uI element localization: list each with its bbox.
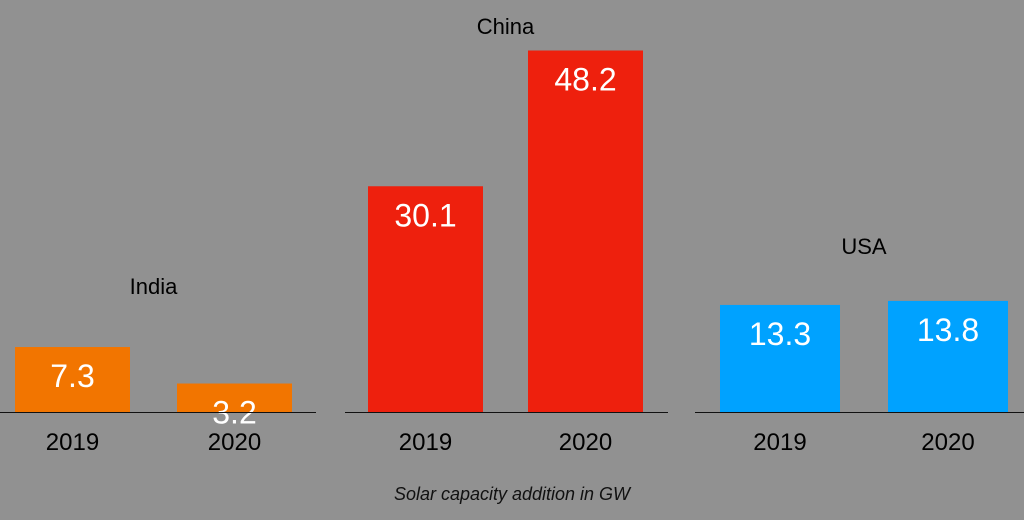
usa-group-title: USA — [841, 234, 887, 259]
china-bar-2019 — [368, 186, 483, 412]
usa-bar-2019 — [720, 304, 840, 412]
india-tick-label-2019: 2019 — [46, 429, 99, 456]
china-group-title: China — [477, 14, 535, 39]
india-tick-label-2020: 2020 — [208, 429, 261, 456]
usa-value-label-2019: 13.3 — [749, 316, 811, 352]
india-group-title: India — [130, 274, 178, 299]
china-value-label-2020: 48.2 — [554, 62, 616, 98]
india-value-label-2019: 7.3 — [50, 358, 94, 394]
china-value-label-2019: 30.1 — [394, 197, 456, 233]
china-tick-label-2020: 2020 — [559, 429, 612, 456]
usa-tick-label-2019: 2019 — [753, 429, 806, 456]
india-bar-2020 — [177, 383, 292, 412]
usa-value-label-2020: 13.8 — [917, 312, 979, 348]
usa-bar-2020 — [888, 300, 1008, 412]
usa-tick-label-2020: 2020 — [921, 429, 974, 456]
chart-caption: Solar capacity addition in GW — [394, 484, 632, 504]
china-bar-2020 — [528, 50, 643, 412]
india-bar-2019 — [15, 347, 130, 412]
china-tick-label-2019: 2019 — [399, 429, 452, 456]
